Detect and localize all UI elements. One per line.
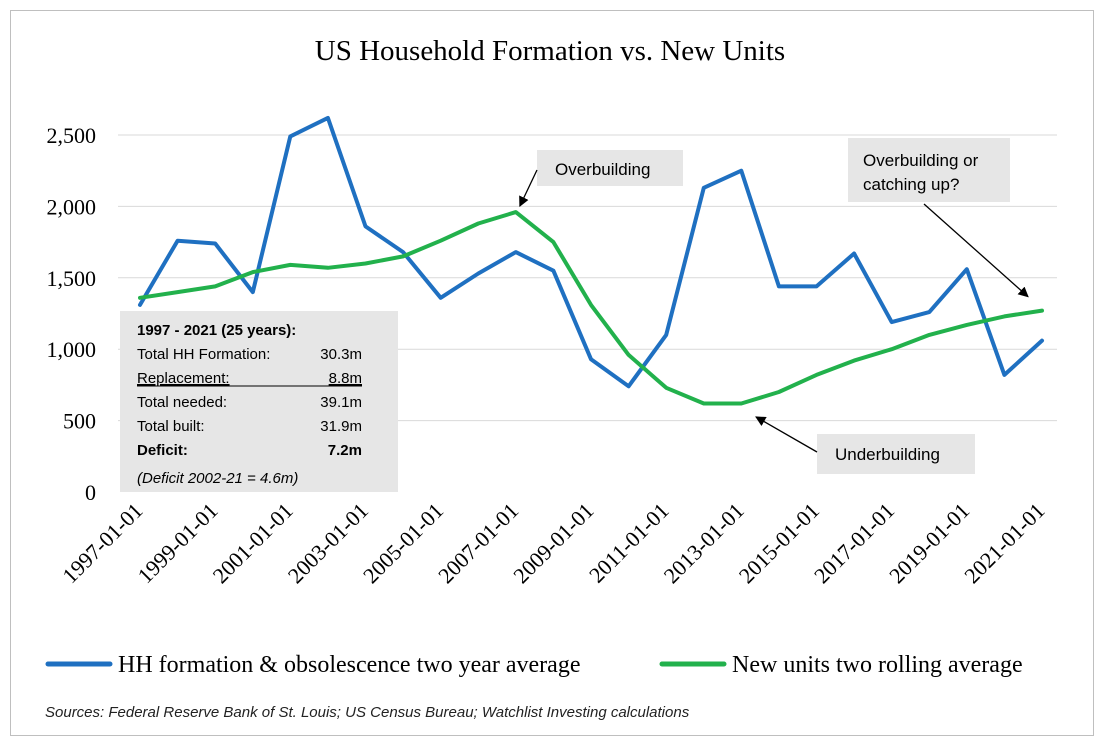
y-tick-label: 500	[63, 409, 96, 434]
x-tick-label: 1999-01-01	[132, 498, 222, 588]
x-tick-label: 2017-01-01	[809, 498, 899, 588]
annotation-underbuilding-text: Underbuilding	[835, 445, 940, 464]
x-tick-label: 2009-01-01	[508, 498, 598, 588]
x-axis-tick-labels: 1997-01-011999-01-012001-01-012003-01-01…	[57, 498, 1049, 588]
summary-header: 1997 - 2021 (25 years):	[137, 322, 296, 339]
annotation-catching-up-text: catching up?	[863, 175, 959, 194]
annotation-catching-up-arrow	[923, 203, 1029, 298]
summary-row-label: Total needed:	[137, 394, 227, 411]
y-tick-label: 2,000	[47, 194, 97, 219]
summary-row-label: Deficit:	[137, 442, 188, 459]
y-tick-label: 1,000	[47, 337, 97, 362]
x-tick-label: 2013-01-01	[659, 498, 749, 588]
summary-box: 1997 - 2021 (25 years): Total HH Formatio…	[120, 311, 398, 492]
y-tick-label: 1,500	[47, 266, 97, 291]
annotation-underbuilding-box	[817, 434, 975, 474]
legend-item-hh-formation-label: HH formation & obsolescence two year ave…	[118, 652, 580, 678]
annotation-catching-up-box	[848, 138, 1010, 202]
source-note: Sources: Federal Reserve Bank of St. Lou…	[45, 704, 690, 721]
annotations: Overbuilding Underbuilding Overbuilding or…	[519, 138, 1029, 474]
y-tick-label: 0	[85, 480, 96, 505]
x-tick-label: 2011-01-01	[584, 498, 674, 588]
summary-row-value: 30.3m	[320, 346, 362, 363]
summary-footnote: (Deficit 2002-21 = 4.6m)	[137, 470, 298, 487]
summary-row-value: 8.8m	[329, 370, 362, 387]
annotation-overbuilding-box	[537, 150, 683, 186]
y-axis-tick-labels: 0 500 1,000 1,500 2,000 2,500	[47, 123, 97, 505]
summary-row-value: 39.1m	[320, 394, 362, 411]
x-tick-label: 2003-01-01	[283, 498, 373, 588]
annotation-overbuilding-text: Overbuilding	[555, 160, 650, 179]
summary-row-label: Total HH Formation:	[137, 346, 270, 363]
x-tick-label: 2021-01-01	[959, 498, 1049, 588]
summary-box-background	[120, 311, 398, 492]
annotation-overbuilding-arrow	[519, 169, 538, 208]
annotation-underbuilding-arrow	[755, 416, 818, 453]
summary-row-label: Replacement:	[137, 370, 230, 387]
series-lines	[138, 115, 1044, 406]
y-tick-label: 2,500	[47, 123, 97, 148]
x-tick-label: 1997-01-01	[57, 498, 147, 588]
annotation-catching-up-text: Overbuilding or	[863, 151, 979, 170]
chart-title: US Household Formation vs. New Units	[315, 35, 785, 67]
summary-row-value: 31.9m	[320, 418, 362, 435]
x-tick-label: 2015-01-01	[734, 498, 824, 588]
summary-row-label: Total built:	[137, 418, 205, 435]
x-tick-label: 2001-01-01	[208, 498, 298, 588]
legend-item-new-units-label: New units two rolling average	[732, 652, 1023, 678]
x-tick-label: 2005-01-01	[358, 498, 448, 588]
legend: HH formation & obsolescence two year ave…	[45, 652, 1023, 678]
summary-row-value: 7.2m	[328, 442, 362, 459]
x-tick-label: 2007-01-01	[433, 498, 523, 588]
x-tick-label: 2019-01-01	[884, 498, 974, 588]
